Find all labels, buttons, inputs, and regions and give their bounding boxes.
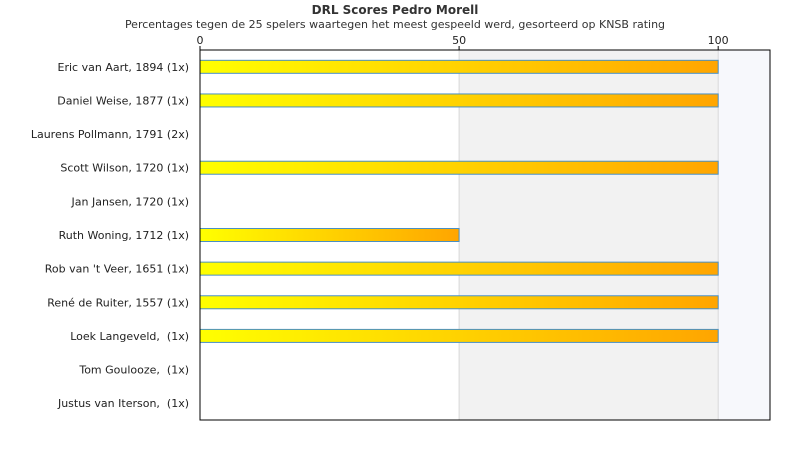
y-category-label: René de Ruiter, 1557 (1x) xyxy=(47,296,189,309)
bar xyxy=(199,160,719,175)
y-category-label: Rob van 't Veer, 1651 (1x) xyxy=(45,263,189,276)
y-category-label: Scott Wilson, 1720 (1x) xyxy=(60,162,189,175)
bar xyxy=(199,328,719,343)
y-category-label: Ruth Woning, 1712 (1x) xyxy=(59,229,189,242)
x-tick-label: 50 xyxy=(452,34,466,47)
y-category-label: Eric van Aart, 1894 (1x) xyxy=(58,61,189,74)
plot-frame xyxy=(199,49,771,421)
x-tick-label: 100 xyxy=(708,34,729,47)
bar xyxy=(199,228,460,242)
y-category-label: Daniel Weise, 1877 (1x) xyxy=(57,94,189,107)
background-bands xyxy=(200,50,770,420)
plot-frame-border xyxy=(199,49,771,421)
x-tick-label: 0 xyxy=(197,34,204,47)
bar xyxy=(199,93,719,108)
y-category-label: Tom Goulooze, (1x) xyxy=(78,364,189,377)
y-category-label: Justus van Iterson, (1x) xyxy=(57,397,189,410)
y-category-label: Jan Jansen, 1720 (1x) xyxy=(71,195,189,208)
chart-subtitle: Percentages tegen de 25 spelers waartege… xyxy=(124,18,666,31)
y-category-label: Laurens Pollmann, 1791 (2x) xyxy=(31,128,189,141)
x-axis-ticks: 0 50 100 xyxy=(197,34,729,50)
chart-title: DRL Scores Pedro Morell xyxy=(311,3,479,17)
bar xyxy=(199,295,719,310)
bars xyxy=(199,59,719,343)
bar xyxy=(199,261,719,276)
background-band xyxy=(459,50,719,420)
y-axis-labels: Eric van Aart, 1894 (1x) Daniel Weise, 18… xyxy=(31,61,189,410)
bar xyxy=(199,59,719,74)
background-band xyxy=(718,50,770,420)
y-category-label: Loek Langeveld, (1x) xyxy=(70,330,189,343)
